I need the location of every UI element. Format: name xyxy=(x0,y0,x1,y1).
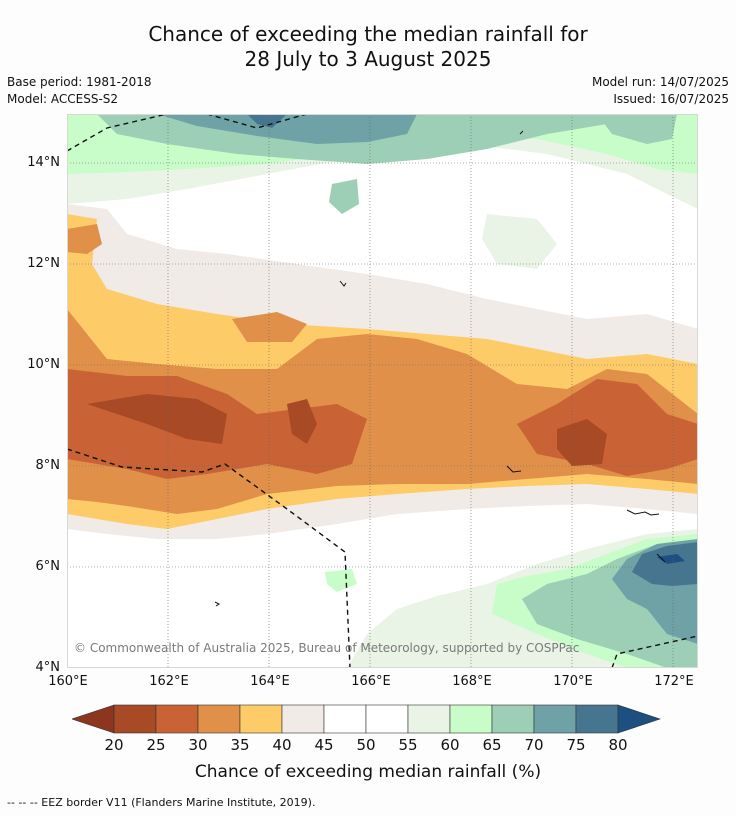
colorbar-segment xyxy=(533,704,577,734)
map-title: Chance of exceeding the median rainfall … xyxy=(0,22,736,72)
lat-label-12n: 12°N xyxy=(27,256,60,271)
rainfall-map xyxy=(67,114,698,668)
map-frame xyxy=(67,114,698,668)
colorbar-segment xyxy=(491,704,535,734)
colorbar-tick-label: 60 xyxy=(440,736,460,754)
copyright-notice: © Commonwealth of Australia 2025, Bureau… xyxy=(74,641,580,655)
lon-label-160e: 160°E xyxy=(48,674,88,689)
colorbar-segment xyxy=(449,704,493,734)
lat-label-4n: 4°N xyxy=(35,660,61,675)
lat-label-8n: 8°N xyxy=(35,458,61,473)
grid-lines xyxy=(67,114,698,668)
colorbar-segment xyxy=(197,704,241,734)
rainfall-map-svg xyxy=(67,114,698,668)
colorbar-segment xyxy=(575,704,619,734)
island-marks xyxy=(214,130,666,607)
lon-label-164e: 164°E xyxy=(250,674,290,689)
title-line-1: Chance of exceeding the median rainfall … xyxy=(148,22,588,46)
colorbar-segment xyxy=(323,704,367,734)
lat-label-10n: 10°N xyxy=(27,357,60,372)
band-65-70-northeast xyxy=(597,114,677,144)
band-30-35-patch-mid xyxy=(232,312,307,342)
colorbar-tick-label: 35 xyxy=(230,736,250,754)
lat-label-6n: 6°N xyxy=(35,559,61,574)
colorbar-tick-label: 75 xyxy=(566,736,586,754)
title-line-2: 28 July to 3 August 2025 xyxy=(244,47,492,71)
model-run: Model run: 14/07/2025 xyxy=(591,75,729,89)
colorbar-segment xyxy=(239,704,283,734)
lon-label-162e: 162°E xyxy=(149,674,189,689)
band-75-80-north xyxy=(157,114,417,144)
colorbar-segment xyxy=(155,704,199,734)
eez-footnote: -- -- -- EEZ border V11 (Flanders Marine… xyxy=(7,796,316,809)
issued-date: Issued: 16/07/2025 xyxy=(613,92,729,106)
colorbar-under-triangle xyxy=(71,704,115,734)
colorbar-tick-label: 65 xyxy=(482,736,502,754)
colorbar xyxy=(71,704,664,738)
colorbar-tick-label: 40 xyxy=(272,736,292,754)
model-name: Model: ACCESS-S2 xyxy=(7,92,119,106)
lon-label-172e: 172°E xyxy=(654,674,694,689)
colorbar-segment xyxy=(407,704,451,734)
band-75-80-south xyxy=(632,542,698,586)
colorbar-segment xyxy=(281,704,325,734)
band-20-25-east xyxy=(557,419,607,466)
colorbar-tick-label: 25 xyxy=(146,736,166,754)
band-20-25-mid xyxy=(287,399,317,444)
meta-right: Model run: 14/07/2025 Issued: 16/07/2025 xyxy=(592,74,729,108)
colorbar-over-triangle xyxy=(617,704,661,734)
meta-left: Base period: 1981-2018 Model: ACCESS-S2 xyxy=(7,74,152,108)
lat-label-14n: 14°N xyxy=(27,155,60,170)
colorbar-segment xyxy=(113,704,157,734)
band-65-70-patch-b xyxy=(329,179,359,214)
colorbar-tick-label: 20 xyxy=(104,736,124,754)
lon-label-166e: 166°E xyxy=(351,674,391,689)
colorbar-title: Chance of exceeding median rainfall (%) xyxy=(194,762,542,782)
base-period: Base period: 1981-2018 xyxy=(7,75,152,89)
colorbar-tick-label: 30 xyxy=(188,736,208,754)
band-60-65-patch-a xyxy=(482,214,557,269)
lon-label-170e: 170°E xyxy=(553,674,593,689)
colorbar-segment xyxy=(365,704,409,734)
colorbar-svg xyxy=(71,704,661,734)
colorbar-tick-label: 70 xyxy=(524,736,544,754)
band-60-65-sw xyxy=(325,569,357,592)
colorbar-tick-label: 55 xyxy=(398,736,418,754)
colorbar-tick-label: 80 xyxy=(608,736,628,754)
band-30-35-patch-nw xyxy=(67,224,102,254)
eez-border xyxy=(67,114,698,668)
band-20-25-west xyxy=(87,394,227,444)
band-80-north xyxy=(247,114,287,128)
colorbar-tick-label: 50 xyxy=(356,736,376,754)
lon-label-168e: 168°E xyxy=(452,674,492,689)
colorbar-tick-label: 45 xyxy=(314,736,334,754)
